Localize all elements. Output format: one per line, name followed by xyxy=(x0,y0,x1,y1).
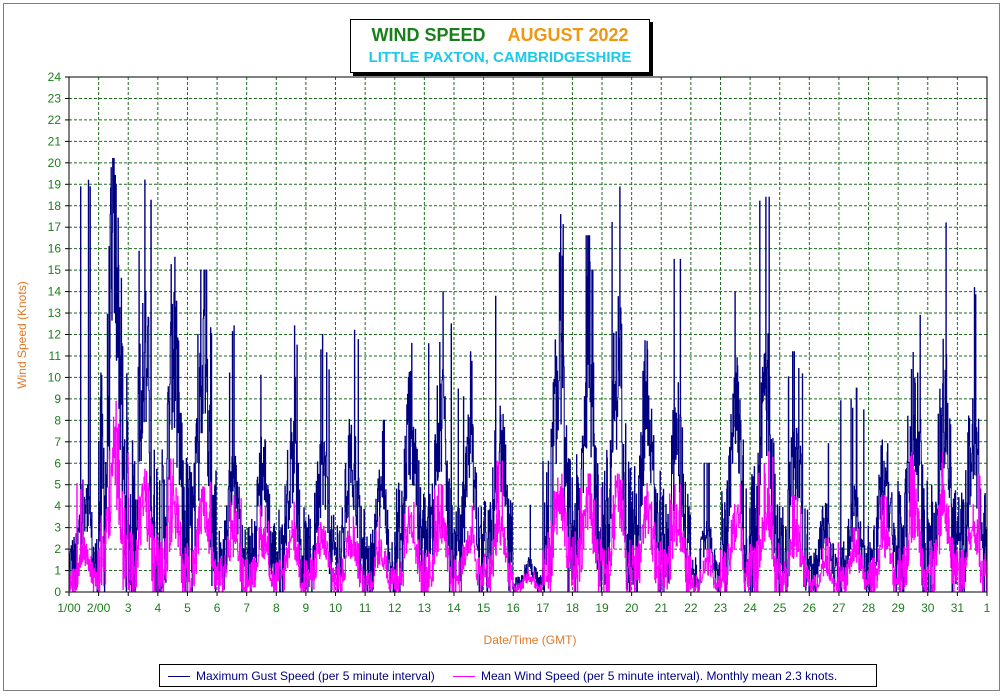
legend-swatch-gust xyxy=(168,676,190,678)
y-tick-label: 7 xyxy=(54,435,61,449)
x-tick-label: 30 xyxy=(921,601,935,615)
y-tick-label: 19 xyxy=(48,177,62,191)
legend-label-gust: Maximum Gust Speed (per 5 minute interva… xyxy=(196,669,435,683)
x-tick-label: 25 xyxy=(773,601,787,615)
legend-item-gust: Maximum Gust Speed (per 5 minute interva… xyxy=(168,669,435,683)
x-tick-label: 14 xyxy=(447,601,461,615)
y-tick-label: 4 xyxy=(54,499,61,513)
x-tick-label: 19 xyxy=(595,601,609,615)
y-tick-label: 24 xyxy=(48,70,62,84)
y-tick-label: 22 xyxy=(48,113,62,127)
y-tick-label: 9 xyxy=(54,392,61,406)
y-tick-label: 6 xyxy=(54,456,61,470)
y-tick-label: 21 xyxy=(48,134,62,148)
grid-lines xyxy=(69,76,987,592)
y-tick-label: 17 xyxy=(48,220,62,234)
chart-title-box: WIND SPEED AUGUST 2022 LITTLE PAXTON, CAM… xyxy=(350,19,650,73)
x-tick-label: 17 xyxy=(536,601,550,615)
x-tick-label: 31 xyxy=(951,601,965,615)
chart-subtitle: LITTLE PAXTON, CAMBRIDGESHIRE xyxy=(368,49,632,66)
x-tick-label: 22 xyxy=(684,601,698,615)
x-axis-title: Date/Time (GMT) xyxy=(483,633,577,647)
legend-item-mean: Mean Wind Speed (per 5 minute interval).… xyxy=(453,669,837,683)
y-tick-label: 23 xyxy=(48,91,62,105)
y-tick-label: 15 xyxy=(48,263,62,277)
legend-swatch-mean xyxy=(453,676,475,678)
x-tick-label: 20 xyxy=(625,601,639,615)
x-tick-label: 2/00 xyxy=(87,601,111,615)
x-tick-label: 18 xyxy=(566,601,580,615)
axes xyxy=(65,76,988,596)
x-tick-label: 21 xyxy=(655,601,669,615)
x-tick-label: 16 xyxy=(507,601,521,615)
y-tick-label: 1 xyxy=(54,564,61,578)
y-tick-label: 16 xyxy=(48,242,62,256)
x-tick-label: 8 xyxy=(273,601,280,615)
y-tick-label: 10 xyxy=(48,370,62,384)
y-tick-label: 5 xyxy=(54,478,61,492)
x-tick-label: 3 xyxy=(125,601,132,615)
y-tick-label: 13 xyxy=(48,306,62,320)
x-tick-label: 11 xyxy=(359,601,372,615)
y-axis-title-wrap: Wind Speed (Knots) xyxy=(4,225,40,445)
x-tick-label: 26 xyxy=(803,601,817,615)
x-tick-label: 24 xyxy=(743,601,757,615)
y-tick-label: 18 xyxy=(48,199,62,213)
series-line-max-gust xyxy=(68,158,987,593)
x-tick-label: 28 xyxy=(862,601,876,615)
x-tick-label: 15 xyxy=(477,601,491,615)
y-tick-label: 20 xyxy=(48,156,62,170)
x-tick-label: 27 xyxy=(832,601,846,615)
x-tick-label: 6 xyxy=(214,601,221,615)
y-tick-label: 8 xyxy=(54,413,61,427)
title-line: WIND SPEED AUGUST 2022 xyxy=(351,25,649,46)
x-tick-label: 1/00 xyxy=(57,601,81,615)
y-axis-title: Wind Speed (Knots) xyxy=(15,281,29,389)
tick-labels: 0123456789101112131415161718192021222324… xyxy=(48,70,991,615)
y-tick-label: 0 xyxy=(54,585,61,599)
x-tick-label: 12 xyxy=(388,601,402,615)
x-tick-label: 13 xyxy=(418,601,432,615)
plot-border xyxy=(68,76,988,593)
y-tick-label: 2 xyxy=(54,542,61,556)
chart-frame xyxy=(3,3,1000,691)
y-tick-label: 12 xyxy=(48,328,62,342)
x-tick-label: 10 xyxy=(329,601,343,615)
y-tick-label: 14 xyxy=(48,285,62,299)
chart-title-period: AUGUST 2022 xyxy=(507,25,629,45)
x-tick-label: 5 xyxy=(184,601,191,615)
x-tick-label: 29 xyxy=(891,601,905,615)
series-layer xyxy=(68,158,987,593)
legend-label-mean: Mean Wind Speed (per 5 minute interval).… xyxy=(481,669,838,683)
y-tick-label: 3 xyxy=(54,521,61,535)
y-tick-label: 11 xyxy=(49,349,62,363)
x-tick-label: 4 xyxy=(154,601,161,615)
x-tick-label: 1 xyxy=(984,601,991,615)
series-line-mean-wind xyxy=(68,400,987,593)
chart-title: WIND SPEED xyxy=(371,25,486,45)
legend: Maximum Gust Speed (per 5 minute interva… xyxy=(159,664,877,687)
x-tick-label: 23 xyxy=(714,601,728,615)
x-tick-label: 7 xyxy=(243,601,250,615)
x-tick-label: 9 xyxy=(303,601,310,615)
